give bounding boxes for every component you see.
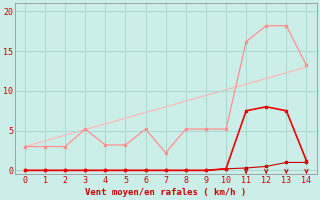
X-axis label: Vent moyen/en rafales ( km/h ): Vent moyen/en rafales ( km/h ) <box>85 188 246 197</box>
